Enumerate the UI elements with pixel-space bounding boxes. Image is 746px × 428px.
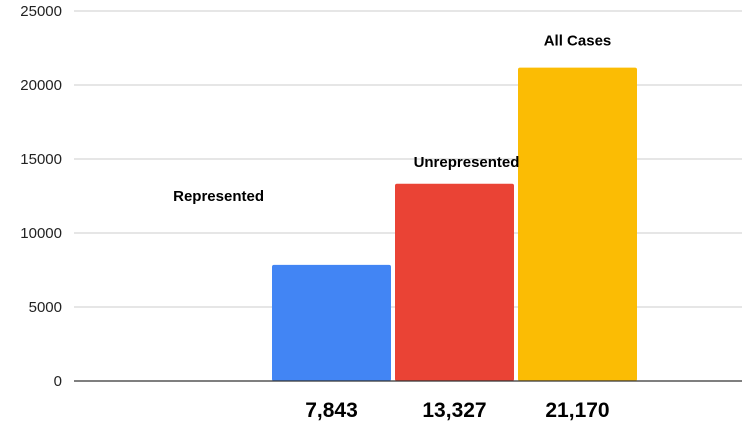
bar-unrepresented (395, 183, 514, 381)
bar-labels: Represented Unrepresented All Cases (173, 33, 611, 205)
bars (272, 67, 637, 382)
x-category-label: 21,170 (545, 399, 609, 422)
y-tick-label: 10000 (20, 225, 62, 242)
y-axis-tick-labels: 0 5000 10000 15000 20000 25000 (20, 3, 62, 390)
x-category-label: 13,327 (422, 399, 486, 422)
x-category-label: 7,843 (305, 399, 358, 422)
bar-annotation-label: All Cases (544, 33, 612, 50)
y-tick-label: 25000 (20, 3, 62, 20)
y-tick-label: 20000 (20, 77, 62, 94)
bar-all-cases (518, 67, 637, 382)
y-tick-label: 0 (54, 373, 62, 390)
bar-annotation-label: Unrepresented (414, 154, 520, 171)
bar-annotation-label: Represented (173, 188, 264, 205)
x-axis-category-labels: 7,843 13,327 21,170 (305, 399, 609, 422)
y-tick-label: 15000 (20, 151, 62, 168)
y-tick-label: 5000 (29, 299, 62, 316)
bar-represented (272, 264, 391, 381)
